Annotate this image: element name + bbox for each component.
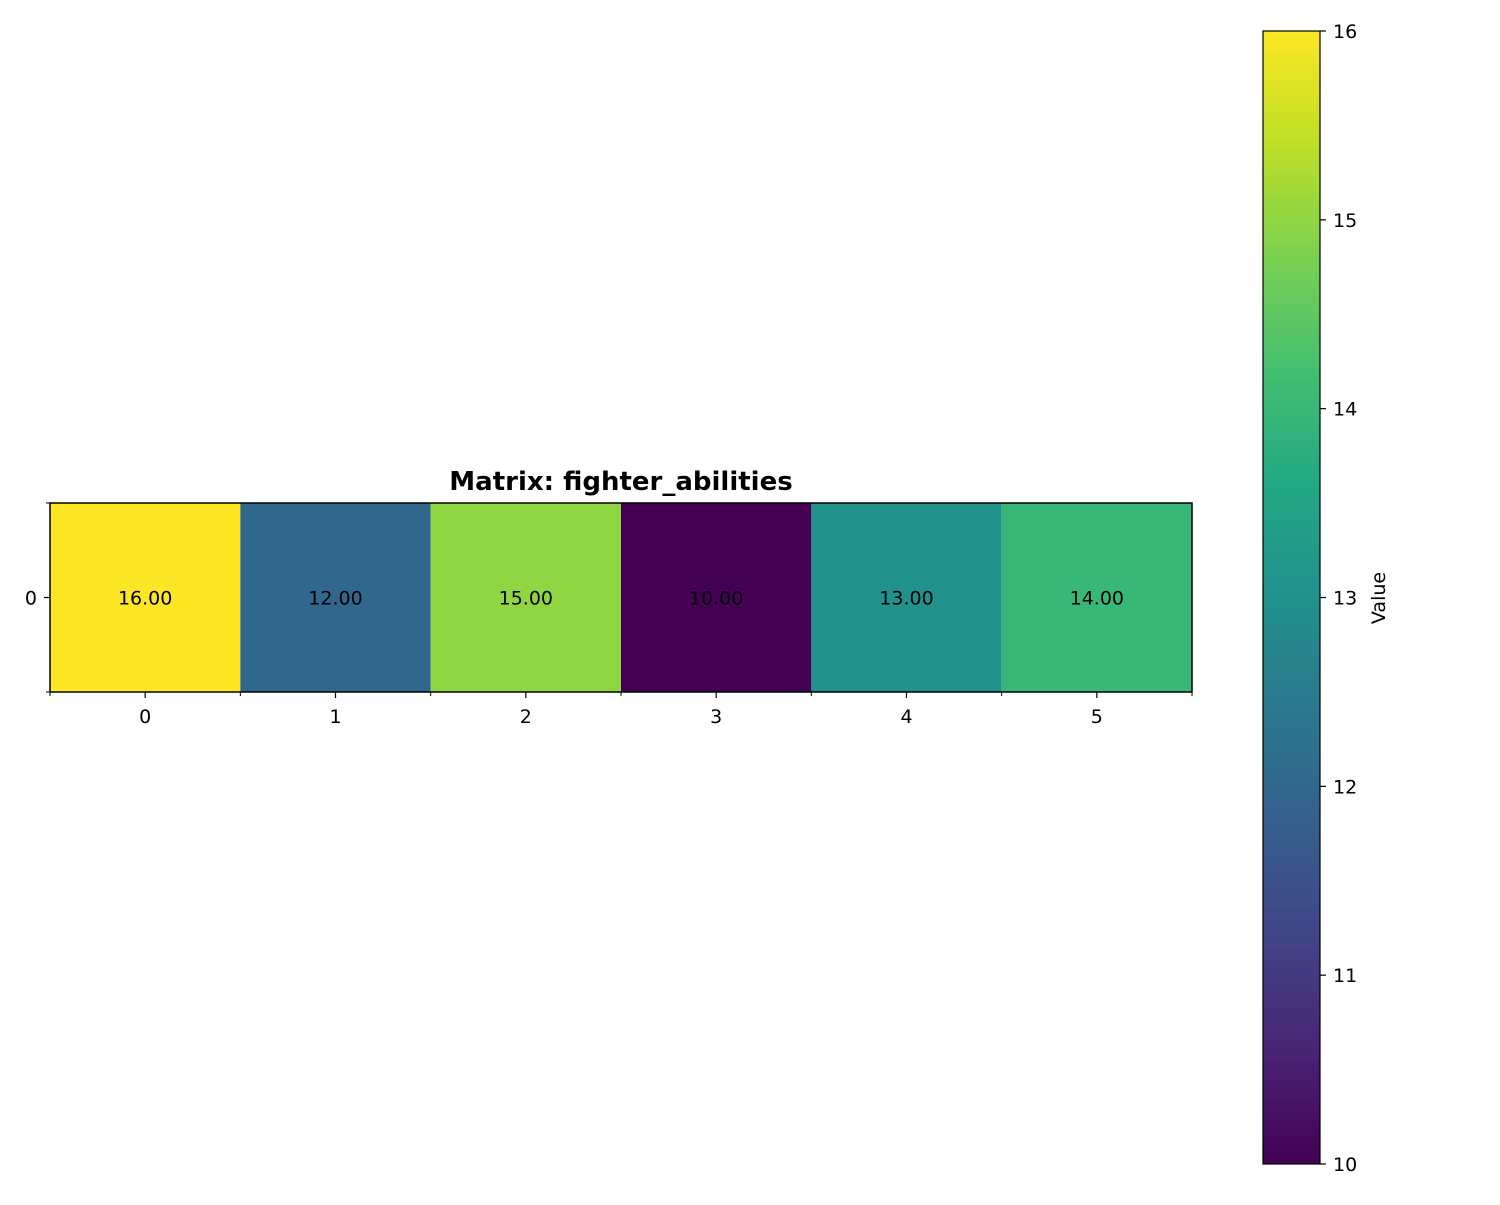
colorbar: [1262, 30, 1321, 1165]
x-tick-label: 0: [139, 706, 151, 728]
colorbar-tick-label: 14: [1333, 399, 1357, 421]
x-tick-label: 5: [1091, 706, 1103, 728]
y-axis: 0: [25, 502, 50, 693]
cell-value-label: 16.00: [118, 588, 172, 610]
colorbar-tick-label: 13: [1333, 588, 1357, 610]
heatmap-cell: [430, 503, 621, 692]
colorbar-tick-label: 10: [1333, 1154, 1357, 1176]
colorbar-label: Value: [1368, 572, 1390, 624]
colorbar-tick-label: 16: [1333, 21, 1357, 43]
x-tick-label: 2: [520, 706, 532, 728]
x-axis: 0 1 2 3 4 5: [49, 692, 1193, 728]
colorbar-ticks: 10 11 12 13 14 15 16: [1320, 21, 1357, 1176]
cell-value-label: 14.00: [1070, 588, 1124, 610]
chart-title: Matrix: fighter_abilities: [449, 467, 792, 497]
colorbar-tick-label: 12: [1333, 776, 1357, 798]
x-tick-label: 1: [329, 706, 341, 728]
cell-value-label: 10.00: [689, 588, 743, 610]
heatmap-cells: 16.00 12.00 15.00 10.00 13.00 14.00: [50, 503, 1192, 692]
cell-value-label: 15.00: [499, 588, 553, 610]
heatmap-cell: [1001, 503, 1192, 692]
heatmap-cell: [621, 503, 812, 692]
cell-value-label: 12.00: [308, 588, 362, 610]
heatmap-cell: [811, 503, 1002, 692]
cell-value-label: 13.00: [879, 588, 933, 610]
heatmap-cell: [240, 503, 431, 692]
x-tick-label: 4: [900, 706, 912, 728]
x-tick-label: 3: [710, 706, 722, 728]
colorbar-tick-label: 11: [1333, 965, 1357, 987]
colorbar-tick-label: 15: [1333, 210, 1357, 232]
heatmap-cell: [50, 503, 241, 692]
y-tick-label: 0: [25, 588, 37, 610]
